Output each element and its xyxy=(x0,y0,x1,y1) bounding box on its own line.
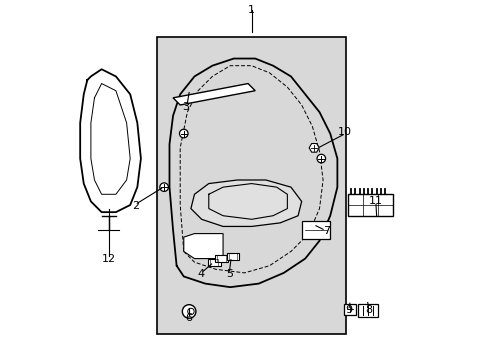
Text: 11: 11 xyxy=(368,197,382,206)
Polygon shape xyxy=(190,180,301,226)
Text: 8: 8 xyxy=(364,305,371,315)
Text: 5: 5 xyxy=(225,269,232,279)
Polygon shape xyxy=(308,144,319,152)
Text: 6: 6 xyxy=(185,312,192,323)
Text: 3: 3 xyxy=(182,102,189,112)
Circle shape xyxy=(182,305,196,318)
Bar xyxy=(301,221,329,239)
Text: 1: 1 xyxy=(247,5,255,15)
Bar xyxy=(357,304,377,317)
Circle shape xyxy=(187,308,194,315)
Text: 7: 7 xyxy=(323,226,329,237)
Text: 9: 9 xyxy=(345,305,352,315)
Bar xyxy=(207,258,220,266)
Bar xyxy=(347,194,392,216)
Polygon shape xyxy=(183,234,223,258)
Bar xyxy=(344,303,355,315)
Bar xyxy=(214,255,227,262)
Bar xyxy=(157,37,346,334)
Circle shape xyxy=(316,154,325,163)
Circle shape xyxy=(179,129,188,138)
Circle shape xyxy=(160,183,168,192)
Bar xyxy=(226,253,239,260)
Text: 4: 4 xyxy=(197,269,204,279)
Text: 10: 10 xyxy=(338,127,351,137)
Text: 12: 12 xyxy=(102,254,116,264)
Polygon shape xyxy=(173,84,255,105)
Text: 2: 2 xyxy=(132,201,139,211)
